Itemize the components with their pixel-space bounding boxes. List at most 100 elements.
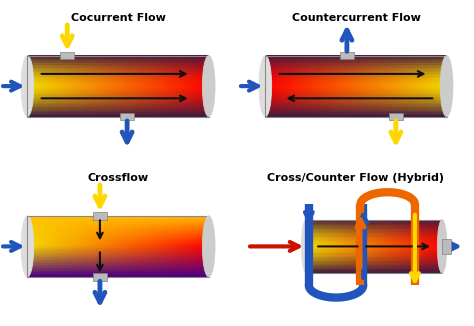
Bar — [287, 74, 291, 75]
Bar — [155, 259, 158, 260]
Bar — [341, 101, 346, 103]
Bar — [415, 226, 418, 228]
Bar — [338, 69, 342, 71]
Bar — [336, 244, 339, 245]
Bar — [403, 65, 407, 66]
Bar — [323, 72, 327, 74]
Bar — [107, 115, 111, 117]
Bar — [389, 62, 392, 63]
Bar — [418, 96, 421, 98]
Bar — [439, 228, 442, 229]
Bar — [349, 95, 353, 97]
Bar — [428, 77, 432, 79]
Bar — [380, 261, 383, 262]
Bar — [165, 65, 169, 66]
Bar — [155, 83, 158, 84]
Bar — [194, 89, 198, 91]
Bar — [158, 252, 162, 254]
Bar — [158, 231, 162, 233]
Bar — [27, 75, 31, 77]
Bar — [396, 62, 400, 63]
Bar — [89, 77, 93, 79]
Bar — [122, 72, 126, 74]
Bar — [344, 261, 347, 262]
Bar — [144, 255, 147, 257]
Bar — [136, 55, 140, 57]
Bar — [312, 83, 316, 84]
Bar — [96, 254, 100, 256]
Bar — [74, 265, 78, 266]
Bar — [107, 249, 111, 251]
Bar — [265, 113, 269, 115]
Bar — [194, 227, 198, 228]
Bar — [439, 96, 443, 98]
Bar — [35, 95, 38, 97]
Bar — [360, 89, 364, 91]
Bar — [71, 260, 75, 262]
Bar — [96, 74, 100, 75]
Bar — [328, 230, 331, 232]
Bar — [439, 230, 442, 232]
Bar — [96, 98, 100, 100]
Bar — [401, 252, 404, 253]
Bar — [56, 111, 60, 112]
Bar — [410, 266, 412, 268]
Bar — [82, 86, 86, 88]
Bar — [100, 239, 104, 240]
Bar — [38, 268, 42, 269]
Bar — [355, 229, 358, 230]
Bar — [85, 82, 89, 83]
Bar — [371, 58, 374, 60]
Bar — [319, 269, 323, 271]
Bar — [327, 67, 331, 69]
Bar — [194, 111, 198, 112]
Bar — [205, 239, 209, 240]
Bar — [341, 219, 345, 221]
Bar — [60, 220, 64, 222]
Bar — [414, 92, 418, 94]
Bar — [129, 223, 133, 225]
Bar — [345, 63, 349, 65]
Bar — [85, 104, 89, 106]
Bar — [432, 94, 436, 95]
Bar — [183, 89, 187, 91]
Bar — [92, 80, 97, 82]
Bar — [323, 55, 327, 57]
Bar — [434, 224, 437, 225]
Bar — [291, 100, 294, 101]
Bar — [118, 94, 122, 95]
Bar — [319, 238, 323, 240]
Bar — [100, 245, 104, 246]
Bar — [60, 75, 64, 77]
Bar — [82, 69, 86, 71]
Bar — [46, 83, 49, 84]
Bar — [366, 258, 369, 260]
Bar — [100, 92, 104, 94]
Bar — [74, 58, 78, 60]
Bar — [423, 238, 426, 240]
Bar — [38, 219, 42, 220]
Bar — [439, 266, 442, 268]
Bar — [173, 254, 176, 256]
Bar — [392, 103, 396, 104]
Bar — [393, 242, 396, 244]
Bar — [369, 268, 372, 269]
Bar — [273, 69, 276, 71]
Bar — [341, 95, 346, 97]
Bar — [330, 256, 334, 257]
Bar — [436, 89, 439, 91]
Bar — [291, 57, 294, 59]
Bar — [78, 89, 82, 91]
Bar — [369, 237, 372, 238]
Bar — [363, 103, 367, 104]
Bar — [382, 265, 385, 266]
Bar — [136, 89, 140, 91]
Bar — [403, 66, 407, 68]
Bar — [38, 275, 42, 277]
Bar — [363, 259, 366, 261]
Bar — [205, 231, 209, 233]
Bar — [400, 109, 403, 111]
Bar — [125, 251, 129, 253]
Bar — [414, 103, 418, 104]
Bar — [400, 113, 403, 115]
